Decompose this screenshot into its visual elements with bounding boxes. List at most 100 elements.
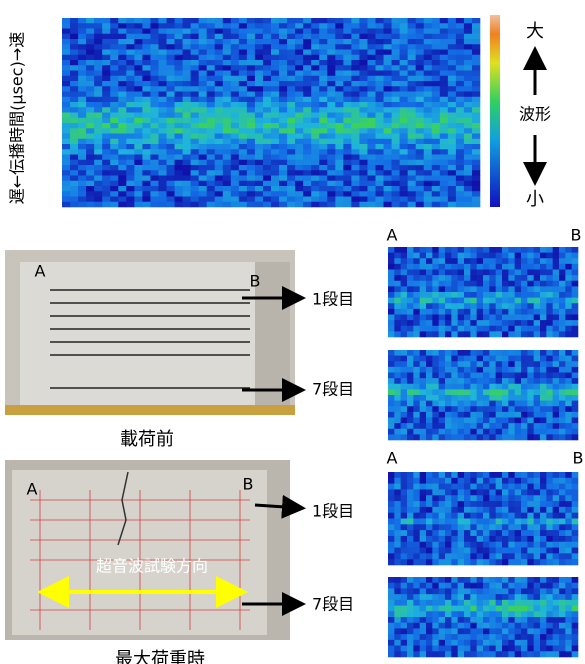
heatmap-cell [279,149,287,155]
heatmap-cell [515,513,522,519]
heatmap-cell [489,646,496,652]
heatmap-cell [279,71,287,77]
heatmap-cell [279,81,287,87]
heatmap-cell [470,559,477,565]
heatmap-cell [167,149,175,155]
heatmap-cell [546,292,553,298]
heatmap-cell [464,292,471,298]
heatmap-cell [295,65,303,71]
heatmap-cell [287,34,295,40]
heatmap-cell [126,34,134,40]
heatmap-cell [271,34,279,40]
heatmap-cell [78,107,86,113]
heatmap-cell [401,367,408,373]
heatmap-cell [477,524,484,530]
heatmap-cell [271,23,279,29]
heatmap-cell [384,155,392,161]
heatmap-cell [477,513,484,519]
heatmap-cell [394,623,401,629]
heatmap-cell [572,553,579,559]
heatmap-cell [110,181,118,187]
heatmap-cell [231,71,239,77]
heatmap-cell [239,149,247,155]
heatmap-cell [134,29,142,35]
heatmap-cell [183,202,191,208]
heatmap-cell [287,144,295,150]
heatmap-cell [413,303,420,309]
heatmap-cell [239,197,247,203]
heatmap-cell [477,472,484,478]
heatmap-cell [534,559,541,565]
heatmap-cell [359,50,367,56]
heatmap-cell [420,651,427,657]
heatmap-cell [183,18,191,24]
heatmap-cell [527,548,534,554]
heatmap-cell [464,513,471,519]
heatmap-cell [231,176,239,182]
heatmap-cell [534,634,541,640]
heatmap-cell [311,202,319,208]
heatmap-cell [167,81,175,87]
heatmap-cell [565,378,572,384]
heatmap-cell [223,60,231,66]
heatmap-cell [572,583,579,589]
heatmap-cell [343,165,351,171]
heatmap-cell [527,628,534,634]
heatmap-cell [440,160,448,166]
heatmap-cell [439,640,446,646]
heatmap-cell [413,258,420,264]
heatmap-cell [199,118,207,124]
heatmap-cell [451,331,458,337]
heatmap-cell [223,23,231,29]
heatmap-cell [263,60,271,66]
heatmap-cell [534,434,541,440]
heatmap-cell [102,55,110,61]
heatmap-cell [502,384,509,390]
heatmap-cell [451,384,458,390]
heatmap-cell [388,651,395,657]
heatmap-cell [394,281,401,287]
heatmap-cell [483,418,490,424]
heatmap-cell [142,170,150,176]
heatmap-cell [540,559,547,565]
heatmap-cell [392,29,400,35]
heatmap-cell [407,519,414,525]
heatmap-cell [416,134,424,140]
heatmap-cell [527,326,534,332]
heatmap-cell [445,559,452,565]
heatmap-cell [199,107,207,113]
heatmap-cell [527,320,534,326]
heatmap-cell [118,50,126,56]
heatmap-cell [572,651,579,657]
heatmap-cell [287,50,295,56]
heatmap-cell [445,406,452,412]
heatmap-cell [158,97,166,103]
heatmap-cell [335,186,343,192]
heatmap-cell [546,389,553,395]
heatmap-cell [303,92,311,98]
heatmap-cell [496,281,503,287]
heatmap-cell [384,107,392,113]
heatmap-cell [110,76,118,82]
heatmap-cell [472,97,480,103]
heatmap-cell [432,107,440,113]
heatmap-cell [86,44,94,50]
heatmap-cell [86,128,94,134]
heatmap-cell [445,640,452,646]
heatmap-cell [384,191,392,197]
heatmap-cell [94,102,102,108]
heatmap-cell [483,315,490,321]
heatmap-cell [400,155,408,161]
heatmap-cell [559,423,566,429]
heatmap-cell [508,594,515,600]
heatmap-cell [158,18,166,24]
heatmap-cell [439,315,446,321]
heatmap-cell [351,102,359,108]
heatmap-cell [489,519,496,525]
heatmap-cell [319,39,327,45]
heatmap-cell [477,600,484,606]
heatmap-cell [86,55,94,61]
heatmap-cell [223,118,231,124]
heatmap-cell [191,144,199,150]
heatmap-cell [191,39,199,45]
